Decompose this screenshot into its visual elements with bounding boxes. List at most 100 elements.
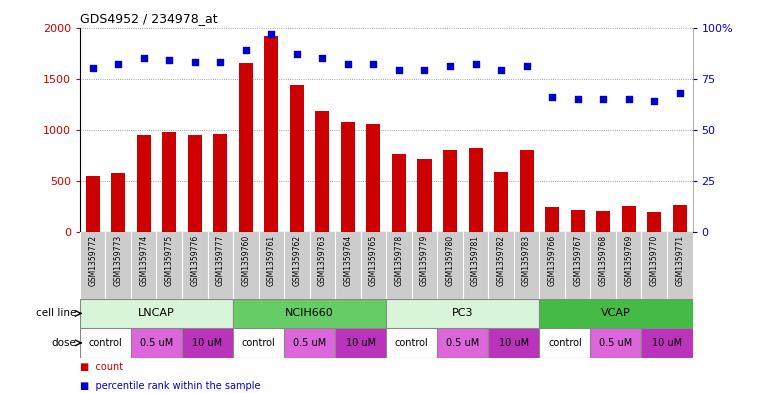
Text: GSM1359774: GSM1359774 <box>139 235 148 286</box>
Text: 10 uM: 10 uM <box>498 338 529 348</box>
Bar <box>315 111 330 232</box>
Bar <box>239 63 253 232</box>
Text: GSM1359770: GSM1359770 <box>650 235 659 286</box>
Point <box>419 67 431 73</box>
Text: ■  count: ■ count <box>80 362 123 371</box>
Point <box>572 96 584 102</box>
Text: 0.5 uM: 0.5 uM <box>140 338 173 348</box>
Point <box>521 63 533 70</box>
Text: GSM1359783: GSM1359783 <box>522 235 531 286</box>
Bar <box>540 328 591 358</box>
Point <box>622 96 635 102</box>
Text: 0.5 uM: 0.5 uM <box>446 338 479 348</box>
Bar <box>335 328 386 358</box>
Text: GSM1359781: GSM1359781 <box>471 235 480 286</box>
Point <box>317 55 329 61</box>
Text: LNCAP: LNCAP <box>138 309 175 318</box>
Bar <box>591 328 642 358</box>
Bar <box>438 328 489 358</box>
Bar <box>520 150 533 232</box>
Bar <box>622 206 635 232</box>
Text: GDS4952 / 234978_at: GDS4952 / 234978_at <box>80 12 218 25</box>
Point <box>163 57 175 63</box>
Point <box>648 98 661 104</box>
Bar <box>489 328 540 358</box>
Bar <box>392 154 406 232</box>
Text: 10 uM: 10 uM <box>652 338 682 348</box>
Point <box>138 55 150 61</box>
Point <box>444 63 456 70</box>
Point <box>189 59 201 65</box>
Point <box>342 61 354 68</box>
Bar <box>540 299 693 328</box>
Text: GSM1359764: GSM1359764 <box>343 235 352 286</box>
Text: NCIH660: NCIH660 <box>285 309 334 318</box>
Point <box>214 59 226 65</box>
Text: GSM1359772: GSM1359772 <box>88 235 97 286</box>
Point <box>266 31 278 37</box>
Bar <box>647 213 661 232</box>
Bar <box>80 328 131 358</box>
Text: GSM1359763: GSM1359763 <box>318 235 327 286</box>
Text: GSM1359780: GSM1359780 <box>445 235 454 286</box>
Text: GSM1359768: GSM1359768 <box>599 235 608 286</box>
Point <box>673 90 686 96</box>
Bar <box>284 328 335 358</box>
Bar <box>545 208 559 232</box>
Point <box>291 51 303 57</box>
Bar <box>571 210 584 232</box>
Bar <box>673 205 686 232</box>
Point <box>470 61 482 68</box>
Text: control: control <box>548 338 581 348</box>
Bar <box>264 36 279 232</box>
Text: GSM1359769: GSM1359769 <box>624 235 633 286</box>
Text: GSM1359766: GSM1359766 <box>548 235 556 286</box>
Bar <box>137 135 151 232</box>
Text: GSM1359777: GSM1359777 <box>216 235 224 286</box>
Bar <box>596 211 610 232</box>
Point <box>240 47 252 53</box>
Bar <box>386 299 540 328</box>
Text: dose: dose <box>51 338 76 348</box>
Text: GSM1359773: GSM1359773 <box>113 235 123 286</box>
Text: GSM1359762: GSM1359762 <box>292 235 301 286</box>
Bar <box>367 123 380 232</box>
Bar <box>233 299 386 328</box>
Bar <box>162 132 177 232</box>
Point <box>368 61 380 68</box>
Text: GSM1359767: GSM1359767 <box>573 235 582 286</box>
Text: ■  percentile rank within the sample: ■ percentile rank within the sample <box>80 381 260 391</box>
Text: control: control <box>88 338 123 348</box>
Bar <box>80 299 233 328</box>
Point <box>87 65 99 72</box>
Text: GSM1359771: GSM1359771 <box>675 235 684 286</box>
Text: GSM1359775: GSM1359775 <box>164 235 174 286</box>
Text: VCAP: VCAP <box>601 309 631 318</box>
Bar <box>188 135 202 232</box>
Bar <box>469 148 482 232</box>
Point <box>112 61 124 68</box>
Bar <box>213 134 228 232</box>
Bar <box>418 159 431 232</box>
Bar <box>290 85 304 232</box>
Point <box>495 67 507 73</box>
Text: GSM1359765: GSM1359765 <box>369 235 378 286</box>
Text: GSM1359779: GSM1359779 <box>420 235 429 286</box>
Bar <box>111 173 126 232</box>
Text: GSM1359761: GSM1359761 <box>267 235 275 286</box>
Text: GSM1359778: GSM1359778 <box>394 235 403 286</box>
Bar <box>494 172 508 232</box>
Bar <box>182 328 233 358</box>
Bar <box>386 328 438 358</box>
Text: PC3: PC3 <box>452 309 473 318</box>
Bar <box>341 121 355 232</box>
Point <box>546 94 559 100</box>
Text: 10 uM: 10 uM <box>193 338 223 348</box>
Text: 0.5 uM: 0.5 uM <box>293 338 326 348</box>
Text: GSM1359760: GSM1359760 <box>241 235 250 286</box>
Bar <box>131 328 182 358</box>
Bar <box>642 328 693 358</box>
Text: 10 uM: 10 uM <box>345 338 376 348</box>
Text: GSM1359782: GSM1359782 <box>497 235 505 286</box>
Text: GSM1359776: GSM1359776 <box>190 235 199 286</box>
